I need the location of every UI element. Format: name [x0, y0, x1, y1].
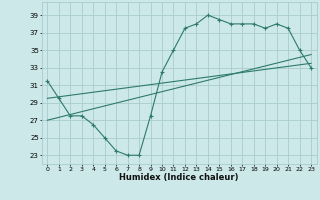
- X-axis label: Humidex (Indice chaleur): Humidex (Indice chaleur): [119, 173, 239, 182]
